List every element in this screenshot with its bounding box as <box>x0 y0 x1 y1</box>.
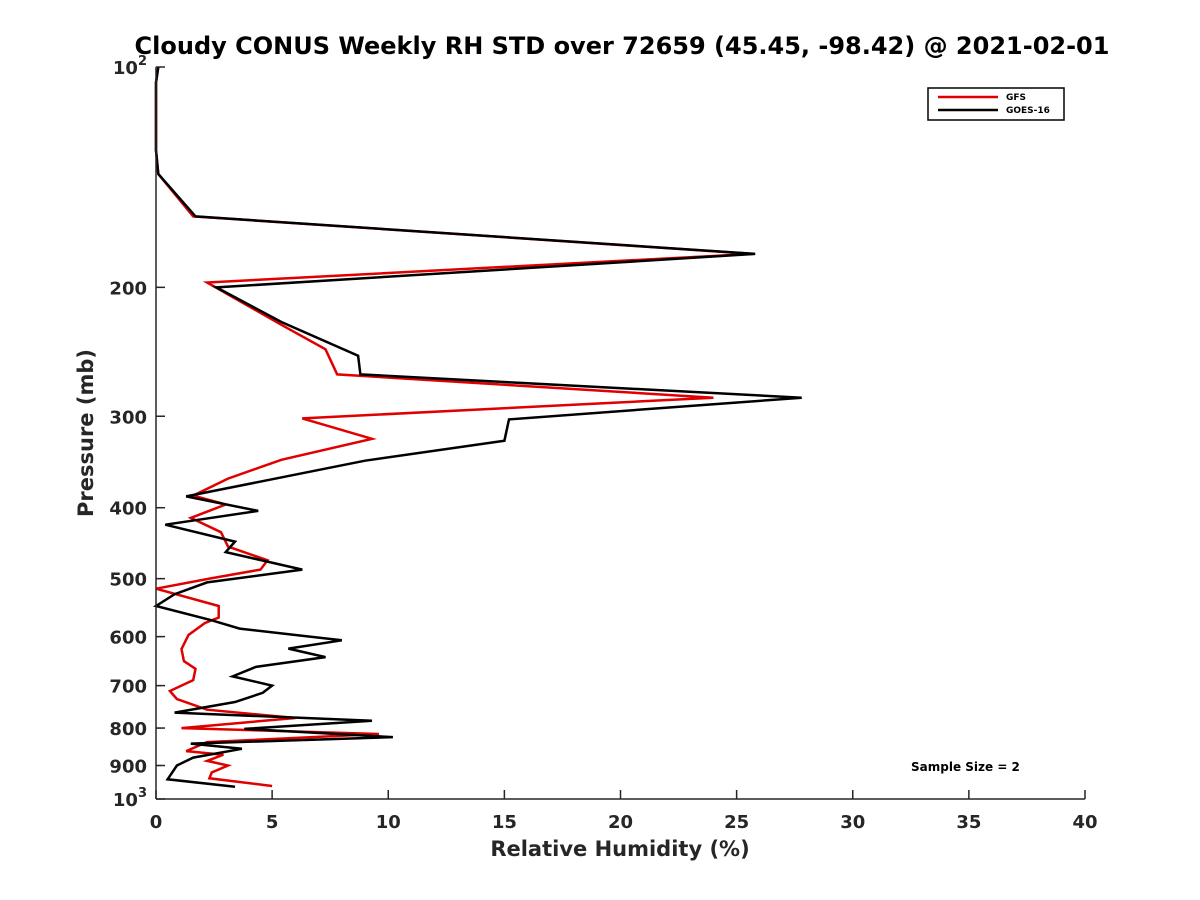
legend-label-gfs: GFS <box>1006 93 1026 103</box>
x-tick-label: 15 <box>492 812 517 833</box>
x-tick-label: 30 <box>840 812 865 833</box>
legend: GFS GOES-16 <box>927 87 1065 121</box>
y-axis-ticks: 102 200 300 400 500 600 700 800 900 103 <box>109 54 165 811</box>
x-tick-label: 40 <box>1072 812 1097 833</box>
y-tick-label: 700 <box>109 677 147 698</box>
x-tick-label: 35 <box>956 812 981 833</box>
legend-box <box>927 87 1065 121</box>
y-tick-label: 500 <box>109 570 147 591</box>
y-tick-label: 600 <box>109 628 147 649</box>
y-tick-label: 900 <box>109 757 147 778</box>
legend-label-goes16: GOES-16 <box>1006 106 1050 116</box>
y-tick-label: 200 <box>109 278 147 299</box>
y-axis-label: Pressure (mb) <box>74 349 98 517</box>
y-tick-label: 103 <box>113 786 147 811</box>
x-tick-label: 5 <box>266 812 279 833</box>
plot-area <box>152 66 802 788</box>
y-tick-label: 400 <box>109 499 147 520</box>
x-tick-label: 0 <box>150 812 163 833</box>
sample-size-annotation: Sample Size = 2 <box>911 760 1020 774</box>
x-axis-label: Relative Humidity (%) <box>490 837 749 861</box>
x-tick-label: 20 <box>608 812 633 833</box>
y-tick-label: 102 <box>113 54 147 79</box>
x-tick-label: 10 <box>376 812 401 833</box>
y-tick-label: 800 <box>109 719 147 740</box>
x-axis-ticks: 0 5 10 15 20 25 30 35 40 <box>150 790 1098 833</box>
x-tick-label: 25 <box>724 812 749 833</box>
chart-title: Cloudy CONUS Weekly RH STD over 72659 (4… <box>135 32 1110 60</box>
y-tick-label: 300 <box>109 407 147 428</box>
series-line-goes16 <box>152 66 802 788</box>
